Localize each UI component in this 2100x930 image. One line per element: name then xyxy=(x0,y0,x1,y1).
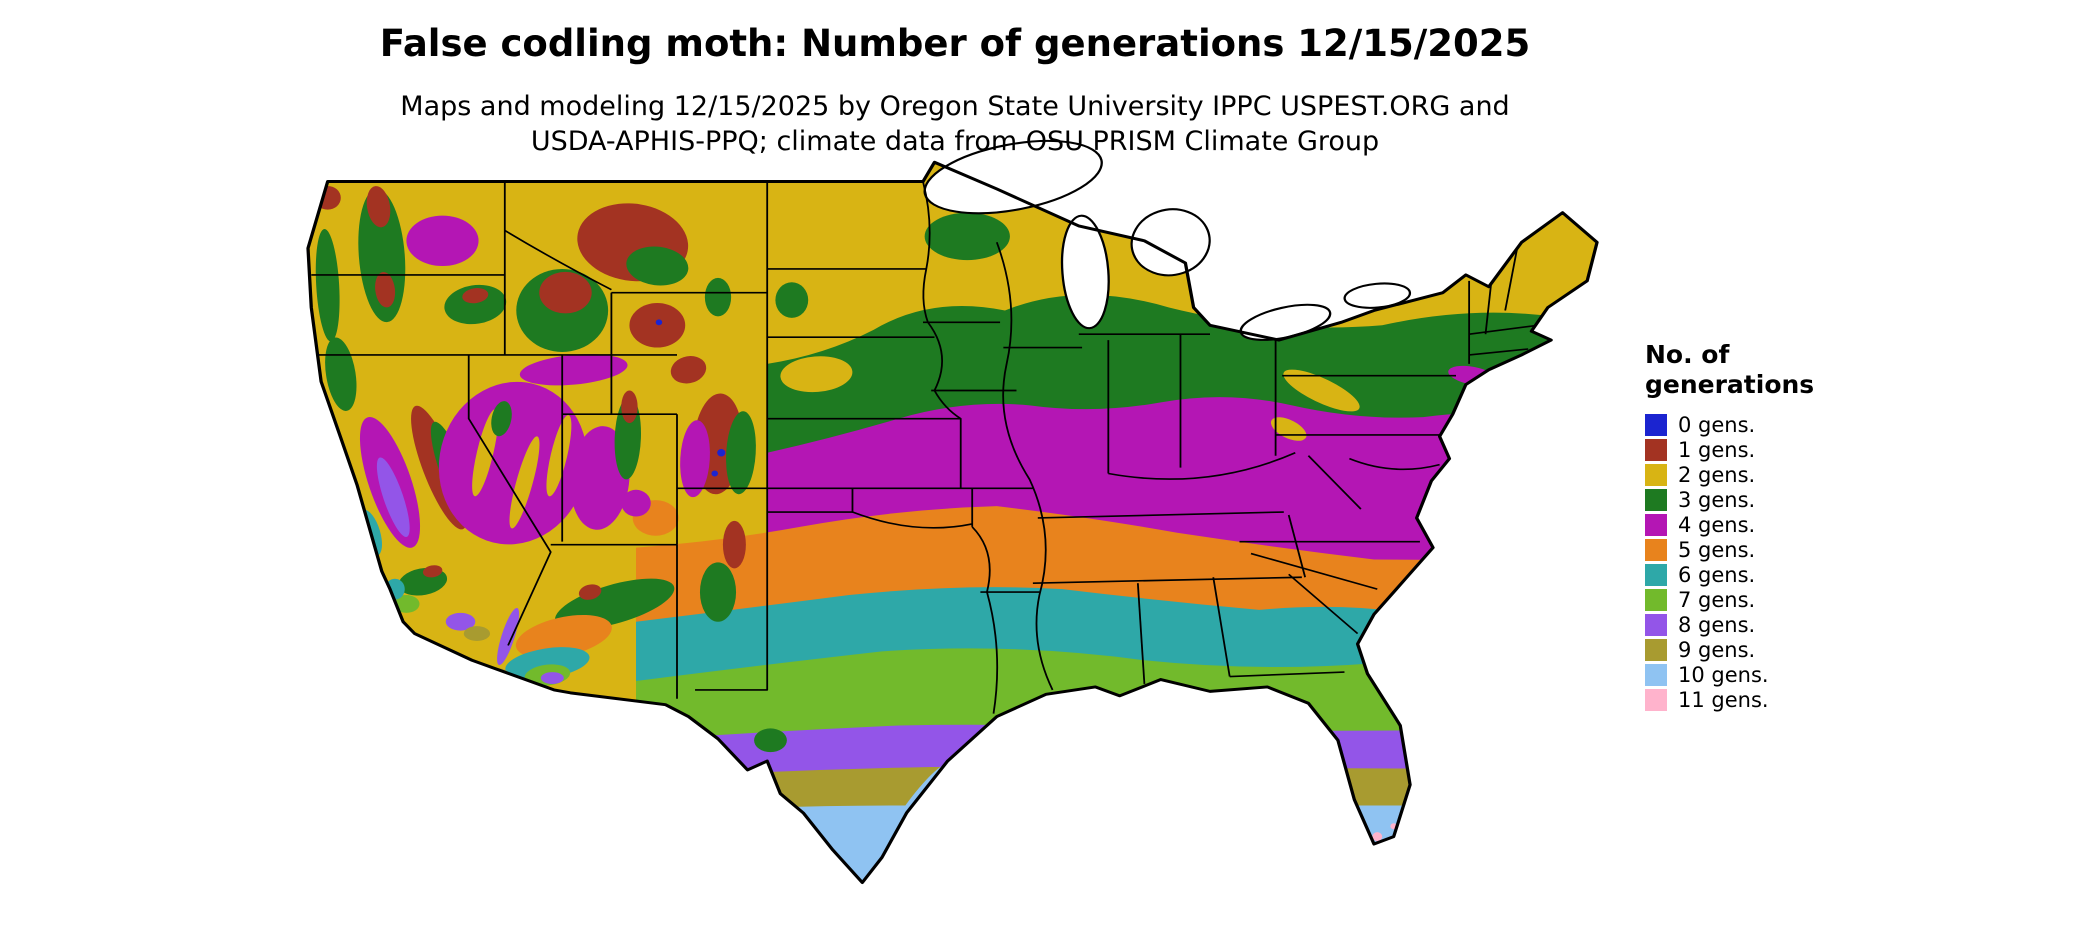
legend-item-label: 9 gens. xyxy=(1678,638,1755,662)
legend-item: 6 gens. xyxy=(1645,562,1814,587)
legend-swatch xyxy=(1645,464,1667,486)
legend-item: 2 gens. xyxy=(1645,462,1814,487)
legend-item: 8 gens. xyxy=(1645,612,1814,637)
legend-title: No. of generations xyxy=(1645,340,1814,399)
legend-item: 0 gens. xyxy=(1645,412,1814,437)
band-10-gens xyxy=(636,806,1866,930)
legend-item-label: 0 gens. xyxy=(1678,413,1755,437)
us-generations-map xyxy=(226,100,1866,930)
legend-item-label: 2 gens. xyxy=(1678,463,1755,487)
legend-swatch xyxy=(1645,414,1667,436)
legend-title-line-1: No. of xyxy=(1645,340,1729,369)
legend-item: 4 gens. xyxy=(1645,512,1814,537)
subtitle-line-1: Maps and modeling 12/15/2025 by Oregon S… xyxy=(400,91,1509,122)
generation-bands xyxy=(226,100,1866,930)
legend-swatch xyxy=(1645,539,1667,561)
legend-item-label: 1 gens. xyxy=(1678,438,1755,462)
legend-rows: 0 gens. 1 gens. 2 gens. 3 gens. 4 gens. … xyxy=(1645,412,1814,712)
subtitle-line-2: USDA-APHIS-PPQ; climate data from OSU PR… xyxy=(531,126,1379,157)
legend-swatch xyxy=(1645,689,1667,711)
legend-title-line-2: generations xyxy=(1645,370,1814,399)
legend-swatch xyxy=(1645,439,1667,461)
legend-swatch xyxy=(1645,489,1667,511)
legend-swatch xyxy=(1645,589,1667,611)
legend-item: 7 gens. xyxy=(1645,587,1814,612)
legend-item-label: 8 gens. xyxy=(1678,613,1755,637)
legend-item-label: 11 gens. xyxy=(1678,688,1769,712)
legend-swatch xyxy=(1645,614,1667,636)
figure-header: False codling moth: Number of generation… xyxy=(0,22,1910,159)
legend-swatch xyxy=(1645,664,1667,686)
page-title: False codling moth: Number of generation… xyxy=(0,22,1910,65)
legend-item-label: 3 gens. xyxy=(1678,488,1755,512)
legend-swatch xyxy=(1645,639,1667,661)
legend-item-label: 10 gens. xyxy=(1678,663,1769,687)
legend-item: 10 gens. xyxy=(1645,662,1814,687)
legend-item-label: 5 gens. xyxy=(1678,538,1755,562)
us-map xyxy=(226,100,1866,930)
legend-item: 11 gens. xyxy=(1645,687,1814,712)
subtitle: Maps and modeling 12/15/2025 by Oregon S… xyxy=(0,89,1910,159)
legend: No. of generations 0 gens. 1 gens. 2 gen… xyxy=(1645,340,1814,712)
legend-swatch xyxy=(1645,564,1667,586)
legend-item: 3 gens. xyxy=(1645,487,1814,512)
legend-item-label: 6 gens. xyxy=(1678,563,1755,587)
legend-item: 9 gens. xyxy=(1645,637,1814,662)
legend-item-label: 4 gens. xyxy=(1678,513,1755,537)
legend-item: 1 gens. xyxy=(1645,437,1814,462)
legend-item-label: 7 gens. xyxy=(1678,588,1755,612)
legend-item: 5 gens. xyxy=(1645,537,1814,562)
legend-swatch xyxy=(1645,514,1667,536)
band-9-gens xyxy=(636,767,1866,930)
